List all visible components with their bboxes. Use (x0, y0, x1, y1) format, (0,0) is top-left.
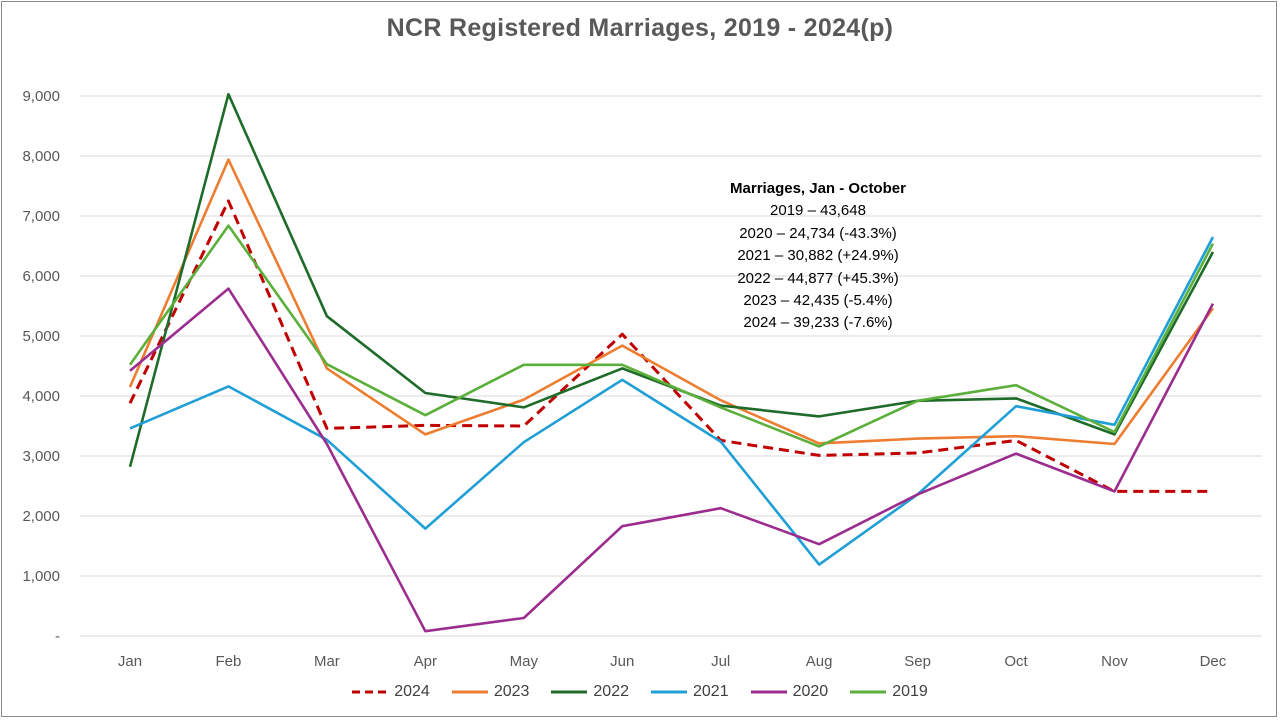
annotation-line: 2020 – 24,734 (-43.3%) (739, 224, 897, 242)
x-tick-label: Apr (414, 653, 437, 670)
y-tick-label: 6,000 (22, 268, 60, 285)
annotation-line: 2021 – 30,882 (+24.9%) (737, 247, 899, 265)
x-tick-label: Sep (904, 653, 931, 670)
legend-swatch (352, 690, 389, 694)
series-line-2020 (129, 287, 1215, 633)
legend-label: 2023 (493, 683, 530, 700)
y-tick-label: 5,000 (22, 328, 60, 345)
legend-label: 2021 (693, 683, 729, 700)
summary-annotation: Marriages, Jan - October 2019 – 43,648 2… (690, 178, 946, 335)
x-tick-label: May (510, 653, 539, 670)
x-tick-label: Mar (314, 653, 340, 670)
annotation-line: 2019 – 43,648 (770, 202, 866, 220)
annotation-line: 2023 – 42,435 (-5.4%) (743, 292, 893, 310)
chart-legend: 2024 2023 2022 2021 2020 2019 (0, 683, 1280, 701)
x-tick-label: Jun (610, 653, 634, 670)
legend-item-2022: 2022 (551, 683, 629, 701)
legend-label: 2022 (593, 683, 629, 700)
legend-swatch (551, 690, 588, 694)
legend-swatch (651, 690, 687, 694)
y-tick-label: - (55, 628, 60, 645)
annotation-line: 2024 – 39,233 (-7.6%) (743, 314, 893, 332)
legend-item-2020: 2020 (750, 683, 829, 701)
legend-swatch (850, 690, 887, 694)
series-line-2024 (128, 199, 1213, 493)
x-tick-label: Jul (711, 653, 730, 670)
y-tick-label: 3,000 (22, 448, 60, 465)
series-line-2021 (129, 236, 1215, 566)
x-tick-label: Oct (1004, 653, 1028, 670)
x-tick-label: Nov (1101, 653, 1128, 670)
x-tick-label: Aug (806, 653, 833, 670)
y-tick-label: 9,000 (22, 88, 60, 105)
y-tick-label: 2,000 (22, 508, 60, 525)
y-tick-label: 7,000 (22, 208, 60, 225)
legend-label: 2024 (394, 683, 430, 700)
x-tick-label: Feb (216, 653, 242, 670)
legend-swatch (750, 690, 787, 694)
legend-item-2021: 2021 (651, 683, 729, 701)
legend-item-2019: 2019 (850, 683, 928, 701)
x-tick-label: Dec (1200, 653, 1227, 670)
y-tick-label: 8,000 (22, 148, 60, 165)
legend-item-2024: 2024 (352, 683, 430, 701)
y-tick-label: 1,000 (22, 568, 60, 585)
legend-swatch (451, 690, 488, 694)
chart-title: NCR Registered Marriages, 2019 - 2024(p) (386, 14, 894, 42)
x-tick-label: Jan (118, 653, 142, 670)
legend-label: 2019 (892, 683, 928, 700)
y-tick-label: 4,000 (22, 388, 60, 405)
series-line-2023 (128, 158, 1215, 446)
annotation-line: 2022 – 44,877 (+45.3%) (737, 269, 899, 287)
annotation-heading: Marriages, Jan - October (730, 180, 906, 197)
legend-label: 2020 (792, 683, 829, 700)
series-line-2019 (128, 224, 1215, 448)
legend-item-2023: 2023 (451, 683, 530, 701)
